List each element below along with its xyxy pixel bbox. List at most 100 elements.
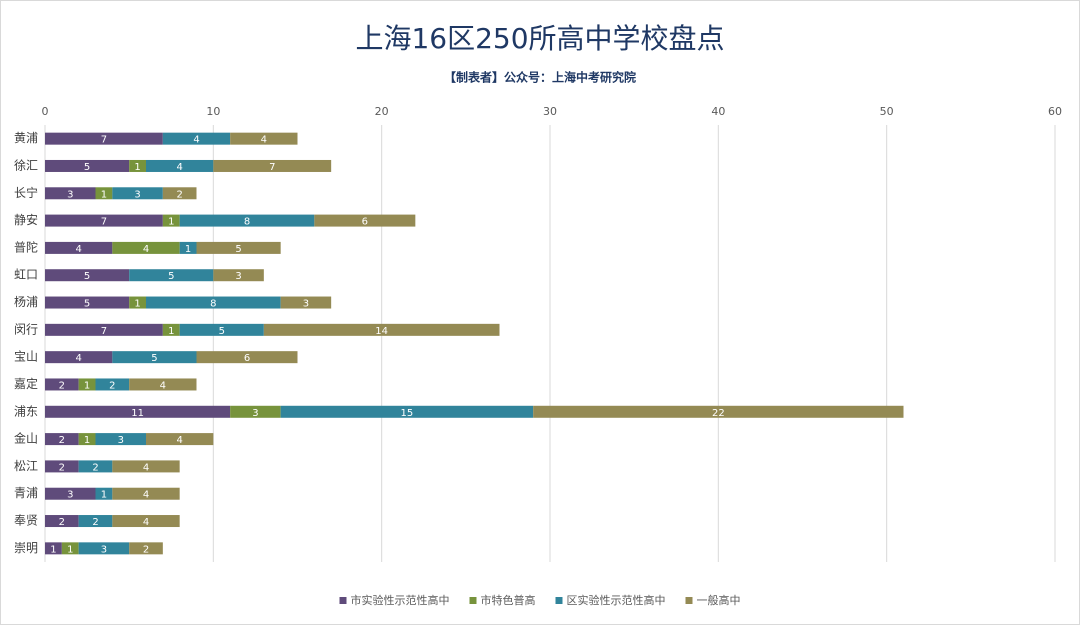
data-label: 1 — [67, 544, 73, 555]
data-label: 2 — [109, 380, 115, 391]
chart-subtitle: 【制表者】公众号：上海中考研究院 — [444, 70, 636, 85]
legend-label: 市实验性示范性高中 — [351, 593, 450, 607]
data-label: 8 — [210, 299, 216, 310]
data-label: 5 — [84, 299, 90, 310]
bar-segment — [196, 241, 281, 254]
data-label: 7 — [269, 162, 275, 173]
bar-segment — [129, 542, 163, 555]
bar-segment — [95, 433, 146, 446]
data-label: 5 — [235, 244, 241, 255]
bar-segment — [112, 241, 180, 254]
bar-segment — [112, 487, 180, 500]
data-label: 5 — [84, 271, 90, 282]
bar-segment — [179, 323, 264, 336]
data-label: 4 — [143, 517, 149, 528]
bar-segment — [146, 159, 214, 172]
bar-segment — [314, 214, 416, 227]
bar-segment — [45, 460, 79, 473]
bar-segment — [129, 296, 146, 309]
bar-segment — [129, 159, 146, 172]
x-tick-label: 20 — [375, 105, 389, 118]
bar-segment — [45, 433, 79, 446]
data-label: 1 — [101, 189, 107, 200]
data-label: 2 — [59, 517, 65, 528]
data-label: 3 — [235, 271, 241, 282]
y-tick-label: 长宁 — [14, 185, 38, 200]
bar-segment — [196, 351, 298, 364]
bar-segment — [45, 487, 96, 500]
data-label: 4 — [75, 244, 81, 255]
bar-segment — [129, 378, 197, 391]
bar-segment — [213, 159, 332, 172]
data-label: 4 — [193, 135, 199, 146]
y-tick-label: 静安 — [14, 212, 38, 227]
data-label: 1 — [185, 244, 191, 255]
data-label: 2 — [92, 462, 98, 473]
bar-segment — [162, 132, 231, 145]
data-label: 6 — [362, 217, 368, 228]
bar-segment — [78, 460, 113, 473]
legend-label: 市特色普高 — [481, 593, 536, 607]
data-label: 3 — [101, 544, 107, 555]
data-label: 1 — [84, 435, 90, 446]
bar-segment — [162, 323, 180, 336]
bar-segment — [45, 296, 130, 309]
data-label: 4 — [143, 490, 149, 501]
bar-segment — [95, 487, 113, 500]
bar-segment — [112, 515, 180, 528]
legend-label: 区实验性示范性高中 — [567, 593, 666, 607]
y-tick-label: 闵行 — [14, 321, 38, 336]
legend-swatch — [685, 597, 693, 604]
data-label: 4 — [75, 353, 81, 364]
data-label: 1 — [168, 326, 174, 337]
data-label: 3 — [67, 490, 73, 501]
bar-segment — [78, 378, 96, 391]
chart-title: 上海16区250所高中学校盘点 — [355, 22, 724, 55]
x-tick-label: 30 — [543, 105, 557, 118]
y-tick-label: 松江 — [14, 459, 38, 473]
bar-segment — [280, 296, 332, 309]
data-label: 14 — [375, 326, 388, 337]
bar-segment — [112, 187, 163, 200]
bar-segment — [162, 187, 197, 200]
bar-segment — [45, 378, 79, 391]
data-label: 2 — [143, 544, 149, 555]
y-tick-label: 黄浦 — [14, 131, 38, 145]
data-label: 11 — [131, 408, 144, 419]
y-tick-label: 青浦 — [14, 486, 38, 500]
data-label: 7 — [101, 135, 107, 146]
bar-segment — [78, 433, 96, 446]
bar-segment — [45, 269, 130, 282]
data-label: 4 — [176, 162, 182, 173]
data-label: 15 — [401, 408, 414, 419]
y-tick-label: 嘉定 — [14, 376, 38, 391]
bar-segment — [112, 460, 180, 473]
data-label: 5 — [84, 162, 90, 173]
data-label: 5 — [168, 271, 174, 282]
data-label: 3 — [303, 299, 309, 310]
bar-segment — [45, 405, 231, 418]
bar-segment — [533, 405, 904, 418]
legend-swatch — [469, 597, 477, 604]
data-label: 1 — [168, 217, 174, 228]
bar-segment — [95, 378, 130, 391]
data-label: 4 — [143, 244, 149, 255]
bar-segment — [45, 132, 163, 145]
bar-segment — [146, 433, 214, 446]
data-label: 1 — [50, 544, 56, 555]
bar-segment — [263, 323, 500, 336]
bar-segment — [45, 187, 96, 200]
data-label: 2 — [59, 462, 65, 473]
bar-segment — [230, 132, 298, 145]
data-label: 3 — [118, 435, 124, 446]
data-label: 1 — [101, 490, 107, 501]
bar-segment — [230, 405, 281, 418]
data-label: 7 — [101, 326, 107, 337]
bar-segment — [179, 214, 315, 227]
legend-label: 一般高中 — [697, 593, 741, 607]
y-tick-label: 虹口 — [14, 268, 38, 282]
data-label: 1 — [84, 380, 90, 391]
